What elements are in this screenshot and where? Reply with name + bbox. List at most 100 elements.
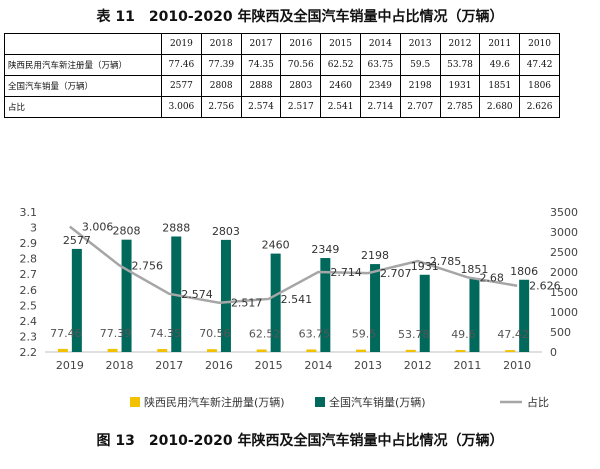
table-cell: 53.78 xyxy=(439,54,481,76)
bar-shaanxi xyxy=(505,350,516,352)
table-cell: 2198 xyxy=(399,75,441,97)
legend-swatch xyxy=(315,397,325,407)
bar-shaanxi xyxy=(455,350,466,352)
right-axis-tick-label: 1000 xyxy=(550,306,578,319)
table-cell: 1851 xyxy=(479,75,521,97)
bar-shaanxi xyxy=(57,348,68,352)
table-cell: 2.574 xyxy=(240,96,282,118)
left-axis-tick-label: 2.8 xyxy=(20,253,38,266)
x-tick-label: 2012 xyxy=(404,359,432,372)
bar-national xyxy=(370,264,381,352)
bar-shaanxi xyxy=(157,349,168,352)
right-axis-tick-label: 1500 xyxy=(550,286,578,299)
bar-data-label-shaanxi: 47.42 xyxy=(497,328,529,341)
table-cell: 2.714 xyxy=(359,96,401,118)
line-data-label: 2.517 xyxy=(231,297,263,310)
x-tick-label: 2011 xyxy=(453,359,481,372)
right-axis-tick-label: 2000 xyxy=(550,266,578,279)
table-cell: 3.006 xyxy=(161,96,202,118)
bar-national xyxy=(419,274,430,352)
bar-shaanxi xyxy=(306,349,317,352)
table-cell: 62.52 xyxy=(320,54,361,76)
bar-shaanxi xyxy=(356,349,367,352)
bar-data-label-shaanxi: 63.75 xyxy=(299,327,331,340)
x-tick-label: 2016 xyxy=(205,359,233,372)
table-header-year: 2013 xyxy=(399,33,441,55)
x-tick-label: 2015 xyxy=(255,359,283,372)
bar-data-label-national: 2460 xyxy=(262,239,290,252)
x-tick-label: 2014 xyxy=(304,359,332,372)
bar-shaanxi xyxy=(405,349,416,352)
table-row-label: 全国汽车销量（万辆） xyxy=(4,75,162,97)
line-data-label: 2.574 xyxy=(181,288,213,301)
x-tick-label: 2013 xyxy=(354,359,382,372)
bar-data-label-shaanxi: 77.39 xyxy=(100,327,132,340)
left-axis-tick-label: 2.4 xyxy=(20,315,38,328)
bar-data-label-national: 2349 xyxy=(311,243,339,256)
x-tick-label: 2017 xyxy=(155,359,183,372)
table-cell: 2577 xyxy=(161,75,202,97)
line-data-label: 2.785 xyxy=(430,255,462,268)
bar-national xyxy=(71,248,82,352)
line-data-label: 2.756 xyxy=(132,260,164,273)
bar-shaanxi xyxy=(256,349,267,352)
table-header-empty xyxy=(4,33,162,55)
table-cell: 2.626 xyxy=(519,96,560,118)
bar-data-label-national: 1931 xyxy=(411,260,439,273)
table-cell: 2.785 xyxy=(439,96,481,118)
line-data-label: 3.006 xyxy=(82,221,114,234)
figure-title: 图 13 2010-2020 年陕西及全国汽车销量中占比情况（万辆） xyxy=(96,433,504,449)
table-cell: 77.39 xyxy=(200,54,242,76)
bar-national xyxy=(220,239,231,352)
left-axis-tick-label: 2.6 xyxy=(20,284,38,297)
left-axis-tick-label: 3.1 xyxy=(20,206,38,219)
bar-data-label-national: 2577 xyxy=(63,234,91,247)
left-axis-tick-label: 2.2 xyxy=(20,346,38,359)
legend-label: 全国汽车销量(万辆) xyxy=(329,395,426,409)
right-axis-tick-label: 3000 xyxy=(550,226,578,239)
table-row: 占比 3.006 2.756 2.574 2.517 2.541 2.714 2.707 2.7… xyxy=(4,96,560,118)
legend-label: 占比 xyxy=(527,395,549,409)
table-cell: 74.35 xyxy=(240,54,282,76)
table-cell: 2803 xyxy=(280,75,322,97)
table-row: 陕西民用汽车新注册量（万辆） 77.46 77.39 74.35 70.56 62.52 6… xyxy=(4,54,560,76)
legend-label: 陕西民用汽车新注册量(万辆) xyxy=(144,395,285,409)
table-row: 全国汽车销量（万辆） 2577 2808 2888 2803 2460 2349 2198 19… xyxy=(4,75,560,97)
table-row-label: 占比 xyxy=(4,96,162,118)
table-header-year: 2011 xyxy=(479,33,521,55)
table-cell: 2888 xyxy=(240,75,282,97)
line-data-label: 2.707 xyxy=(380,267,412,280)
table-cell: 2.541 xyxy=(320,96,361,118)
bar-data-label-national: 2198 xyxy=(361,249,389,262)
legend-swatch xyxy=(130,397,140,407)
table-cell: 2.707 xyxy=(399,96,441,118)
line-data-label: 2.541 xyxy=(281,293,313,306)
right-axis-tick-label: 0 xyxy=(550,346,557,359)
line-data-label: 2.714 xyxy=(330,266,362,279)
bar-data-label-shaanxi: 77.46 xyxy=(50,327,82,340)
table-cell: 2.517 xyxy=(280,96,322,118)
table-cell: 1931 xyxy=(439,75,481,97)
table-cell: 2.680 xyxy=(479,96,521,118)
table-header-year: 2019 xyxy=(161,33,202,55)
bar-shaanxi xyxy=(107,348,118,352)
table-cell: 77.46 xyxy=(161,54,202,76)
table-cell: 63.75 xyxy=(359,54,401,76)
left-axis-tick-label: 2.7 xyxy=(20,268,38,281)
table-cell: 2808 xyxy=(200,75,242,97)
table-cell: 2.756 xyxy=(200,96,242,118)
table-cell: 2349 xyxy=(359,75,401,97)
bar-data-label-national: 1806 xyxy=(510,265,538,278)
table-cell: 1806 xyxy=(519,75,560,97)
table-cell: 47.42 xyxy=(519,54,560,76)
bar-shaanxi xyxy=(206,349,217,352)
share-line xyxy=(69,225,518,304)
bar-data-label-national: 2888 xyxy=(162,221,190,234)
right-axis-tick-label: 500 xyxy=(550,326,571,339)
combo-chart: 2.2 2.3 2.4 2.5 2.6 2.7 2.8 2.9 3 3.1 0 500 1000 1500… xyxy=(20,206,579,409)
line-data-label: 2.626 xyxy=(529,280,561,293)
table-cell: 2460 xyxy=(320,75,361,97)
table-header-year: 2015 xyxy=(320,33,361,55)
bar-national xyxy=(121,239,132,352)
table-header-year: 2017 xyxy=(240,33,282,55)
